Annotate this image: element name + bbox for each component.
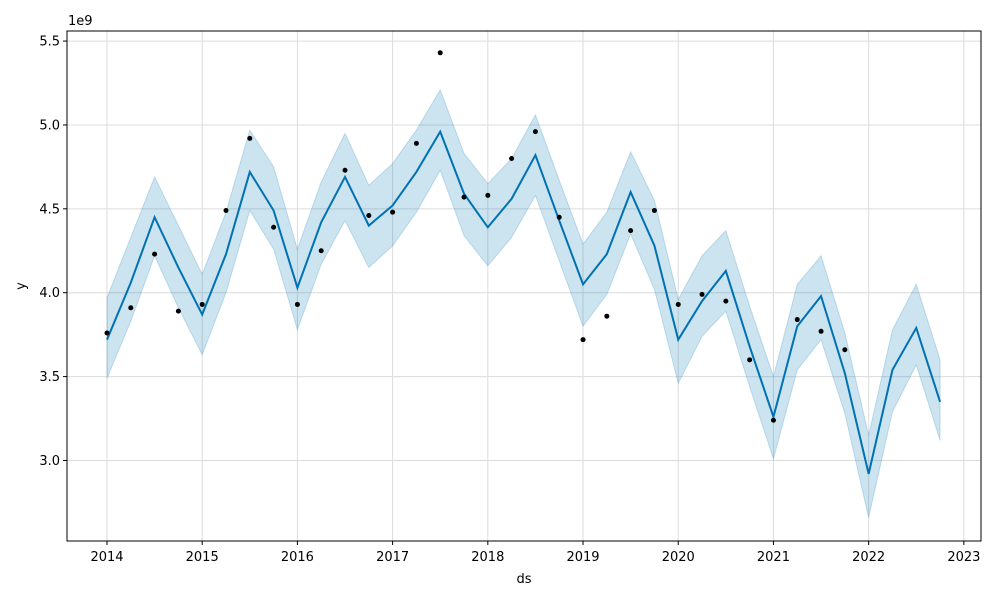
observed-point [770,417,776,423]
observed-point [794,317,800,323]
observed-point [294,301,300,307]
observed-point [437,50,443,56]
observed-points [104,50,848,423]
observed-point [604,313,610,319]
y-tick-label: 5.0 [39,118,60,133]
observed-point [556,214,562,220]
observed-point [509,156,515,161]
observed-point [271,224,277,230]
observed-point [747,357,753,363]
y-tick-label: 4.0 [39,286,60,301]
observed-point [723,298,729,304]
observed-point [223,208,229,214]
y-axis-offset-label: 1e9 [68,14,93,29]
plot-frame [66,30,982,542]
y-axis-ticks: 3.0 3.5 4.0 4.5 5.0 5.5 [39,35,67,469]
observed-point [485,192,491,198]
grid-lines [67,31,981,541]
observed-point [651,208,657,214]
x-tick-label: 2014 [90,550,123,565]
observed-point [580,337,586,343]
observed-point [390,209,396,215]
x-tick-label: 2015 [186,550,219,565]
observed-point [532,129,538,135]
observed-point [628,228,634,234]
x-tick-label: 2018 [471,550,504,565]
observed-point [366,213,372,219]
observed-point [247,135,253,141]
x-tick-label: 2016 [281,550,314,565]
observed-point [128,305,134,311]
x-tick-label: 2020 [662,550,695,565]
observed-point [104,330,110,336]
observed-point [675,301,681,307]
x-axis-ticks: 2014 2015 2016 2017 2018 2019 2020 2021 2022 2023 [90,541,980,565]
observed-point [461,194,467,200]
forecast-line [106,129,942,475]
observed-point [413,140,419,146]
observed-point [199,301,205,307]
observed-point [699,291,705,297]
x-tick-label: 2023 [947,550,980,565]
x-tick-label: 2017 [376,550,409,565]
observed-point [842,347,848,353]
observed-point [818,328,824,334]
y-axis-label: y [14,282,29,290]
observed-point [175,308,181,314]
y-tick-label: 3.5 [39,370,60,385]
y-tick-label: 4.5 [39,202,60,217]
observed-point [152,251,158,257]
observed-point [342,167,348,173]
x-axis-label: ds [516,572,531,587]
y-tick-label: 5.5 [39,35,60,50]
x-tick-label: 2022 [852,550,885,565]
observed-point [318,248,324,254]
x-tick-label: 2021 [757,550,790,565]
x-tick-label: 2019 [566,550,599,565]
y-tick-label: 3.0 [39,454,60,469]
